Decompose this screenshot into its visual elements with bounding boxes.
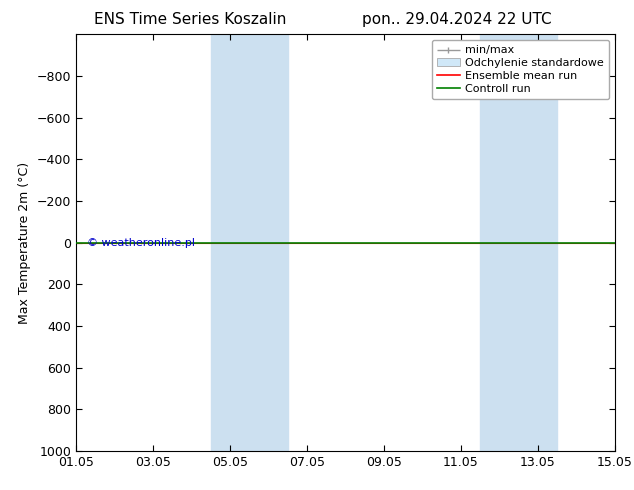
Text: pon.. 29.04.2024 22 UTC: pon.. 29.04.2024 22 UTC xyxy=(361,12,552,27)
Legend: min/max, Odchylenie standardowe, Ensemble mean run, Controll run: min/max, Odchylenie standardowe, Ensembl… xyxy=(432,40,609,99)
Bar xyxy=(210,34,288,451)
Y-axis label: Max Temperature 2m (°C): Max Temperature 2m (°C) xyxy=(18,162,31,323)
Text: © weatheronline.pl: © weatheronline.pl xyxy=(87,238,195,247)
Text: ENS Time Series Koszalin: ENS Time Series Koszalin xyxy=(94,12,287,27)
Bar xyxy=(480,34,557,451)
